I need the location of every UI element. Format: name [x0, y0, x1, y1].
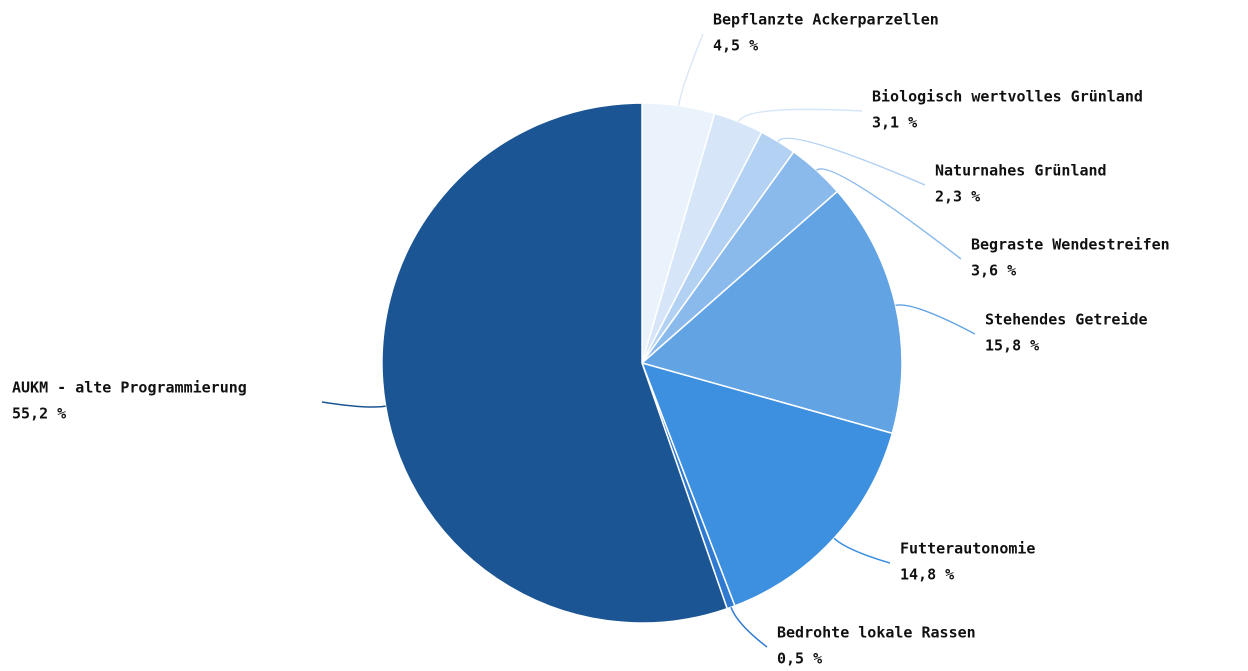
leader-line — [677, 33, 704, 106]
slice-value-label: 0,5 % — [777, 650, 822, 668]
leader-line — [833, 537, 891, 564]
slice-value-label: 14,8 % — [900, 566, 954, 584]
slice-label: Bedrohte lokale Rassen — [777, 624, 976, 642]
slice-label: Stehendes Getreide — [985, 311, 1148, 329]
slice-label: Naturnahes Grünland — [935, 162, 1107, 180]
slice-value-label: 4,5 % — [713, 37, 758, 55]
leader-line — [816, 168, 962, 260]
pie-slice — [640, 361, 894, 607]
slice-label: Biologisch wertvolles Grünland — [872, 88, 1143, 106]
leader-line — [730, 607, 768, 648]
leader-line — [777, 137, 926, 186]
slice-label: AUKM - alte Programmierung — [12, 379, 247, 397]
slice-label: Begraste Wendestreifen — [971, 236, 1170, 254]
slice-value-label: 55,2 % — [12, 405, 66, 423]
pie-slice — [381, 102, 729, 624]
slice-value-label: 15,8 % — [985, 337, 1039, 355]
slice-label: Futterautonomie — [900, 540, 1035, 558]
slice-label: Bepflanzte Ackerparzellen — [713, 11, 939, 29]
leader-line — [895, 304, 976, 335]
slice-value-label: 2,3 % — [935, 188, 980, 206]
leader-line — [321, 401, 386, 408]
leader-line — [737, 108, 863, 123]
pie-slice — [640, 190, 903, 435]
slice-value-label: 3,1 % — [872, 114, 917, 132]
slice-value-label: 3,6 % — [971, 262, 1016, 280]
